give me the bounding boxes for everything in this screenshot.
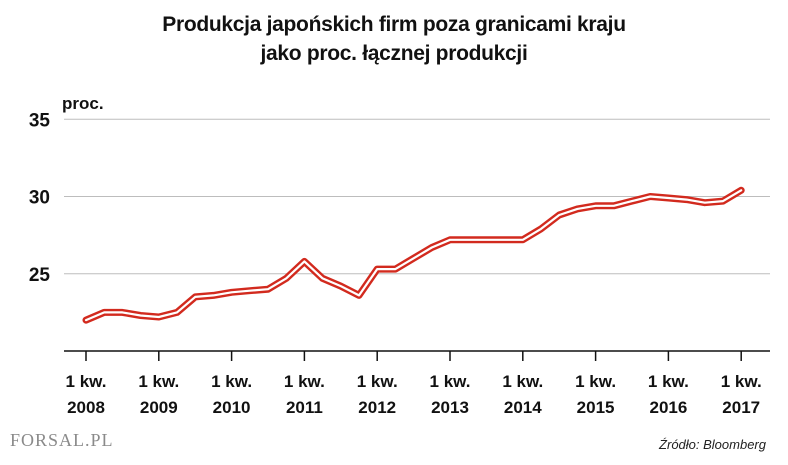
x-tick-label-year: 2009 [140, 398, 178, 417]
x-tick-label-quarter: 1 kw. [66, 372, 107, 391]
x-tick-label-year: 2013 [431, 398, 469, 417]
x-tick-label-year: 2010 [213, 398, 251, 417]
x-tick-label-quarter: 1 kw. [284, 372, 325, 391]
chart-title: Produkcja japońskich firm poza granicami… [0, 10, 788, 68]
y-tick-label-30: 30 [29, 188, 50, 209]
logo-text: FORSAL.PL [10, 430, 114, 450]
x-tick-label-year: 2014 [504, 398, 542, 417]
series-line-outer [82, 186, 745, 324]
x-tick-label-quarter: 1 kw. [502, 372, 543, 391]
x-tick-label-quarter: 1 kw. [357, 372, 398, 391]
x-tick-label-quarter: 1 kw. [211, 372, 252, 391]
y-tick-labels: 25 30 35 [29, 110, 51, 286]
chart-title-line-2: jako proc. łącznej produkcji [260, 42, 528, 65]
y-axis-unit-label: proc. [62, 94, 104, 113]
x-tick-label-year: 2008 [67, 398, 105, 417]
chart-title-line-1: Produkcja japońskich firm poza granicami… [162, 13, 626, 36]
x-tick-label-quarter: 1 kw. [648, 372, 689, 391]
x-tick-label-quarter: 1 kw. [575, 372, 616, 391]
x-tick-label-year: 2016 [649, 398, 687, 417]
x-tick-label-year: 2012 [358, 398, 396, 417]
series-production-abroad [82, 186, 745, 324]
x-tick-label-quarter: 1 kw. [430, 372, 471, 391]
forsal-logo: FORSAL.PL [10, 430, 114, 451]
x-tick-label-quarter: 1 kw. [721, 372, 762, 391]
series-line-inner [84, 189, 743, 322]
x-tick-label-year: 2017 [722, 398, 760, 417]
y-tick-label-25: 25 [29, 265, 51, 286]
x-tick-label-year: 2011 [286, 398, 323, 417]
y-tick-label-35: 35 [29, 110, 51, 131]
x-tick-label-quarter: 1 kw. [138, 372, 179, 391]
x-tick-label-year: 2015 [577, 398, 615, 417]
source-note: Źródło: Bloomberg [659, 437, 766, 452]
x-ticks: 1 kw. 2008 1 kw. 2009 1 kw. 2010 1 kw. 2011 1 kw… [66, 351, 762, 417]
